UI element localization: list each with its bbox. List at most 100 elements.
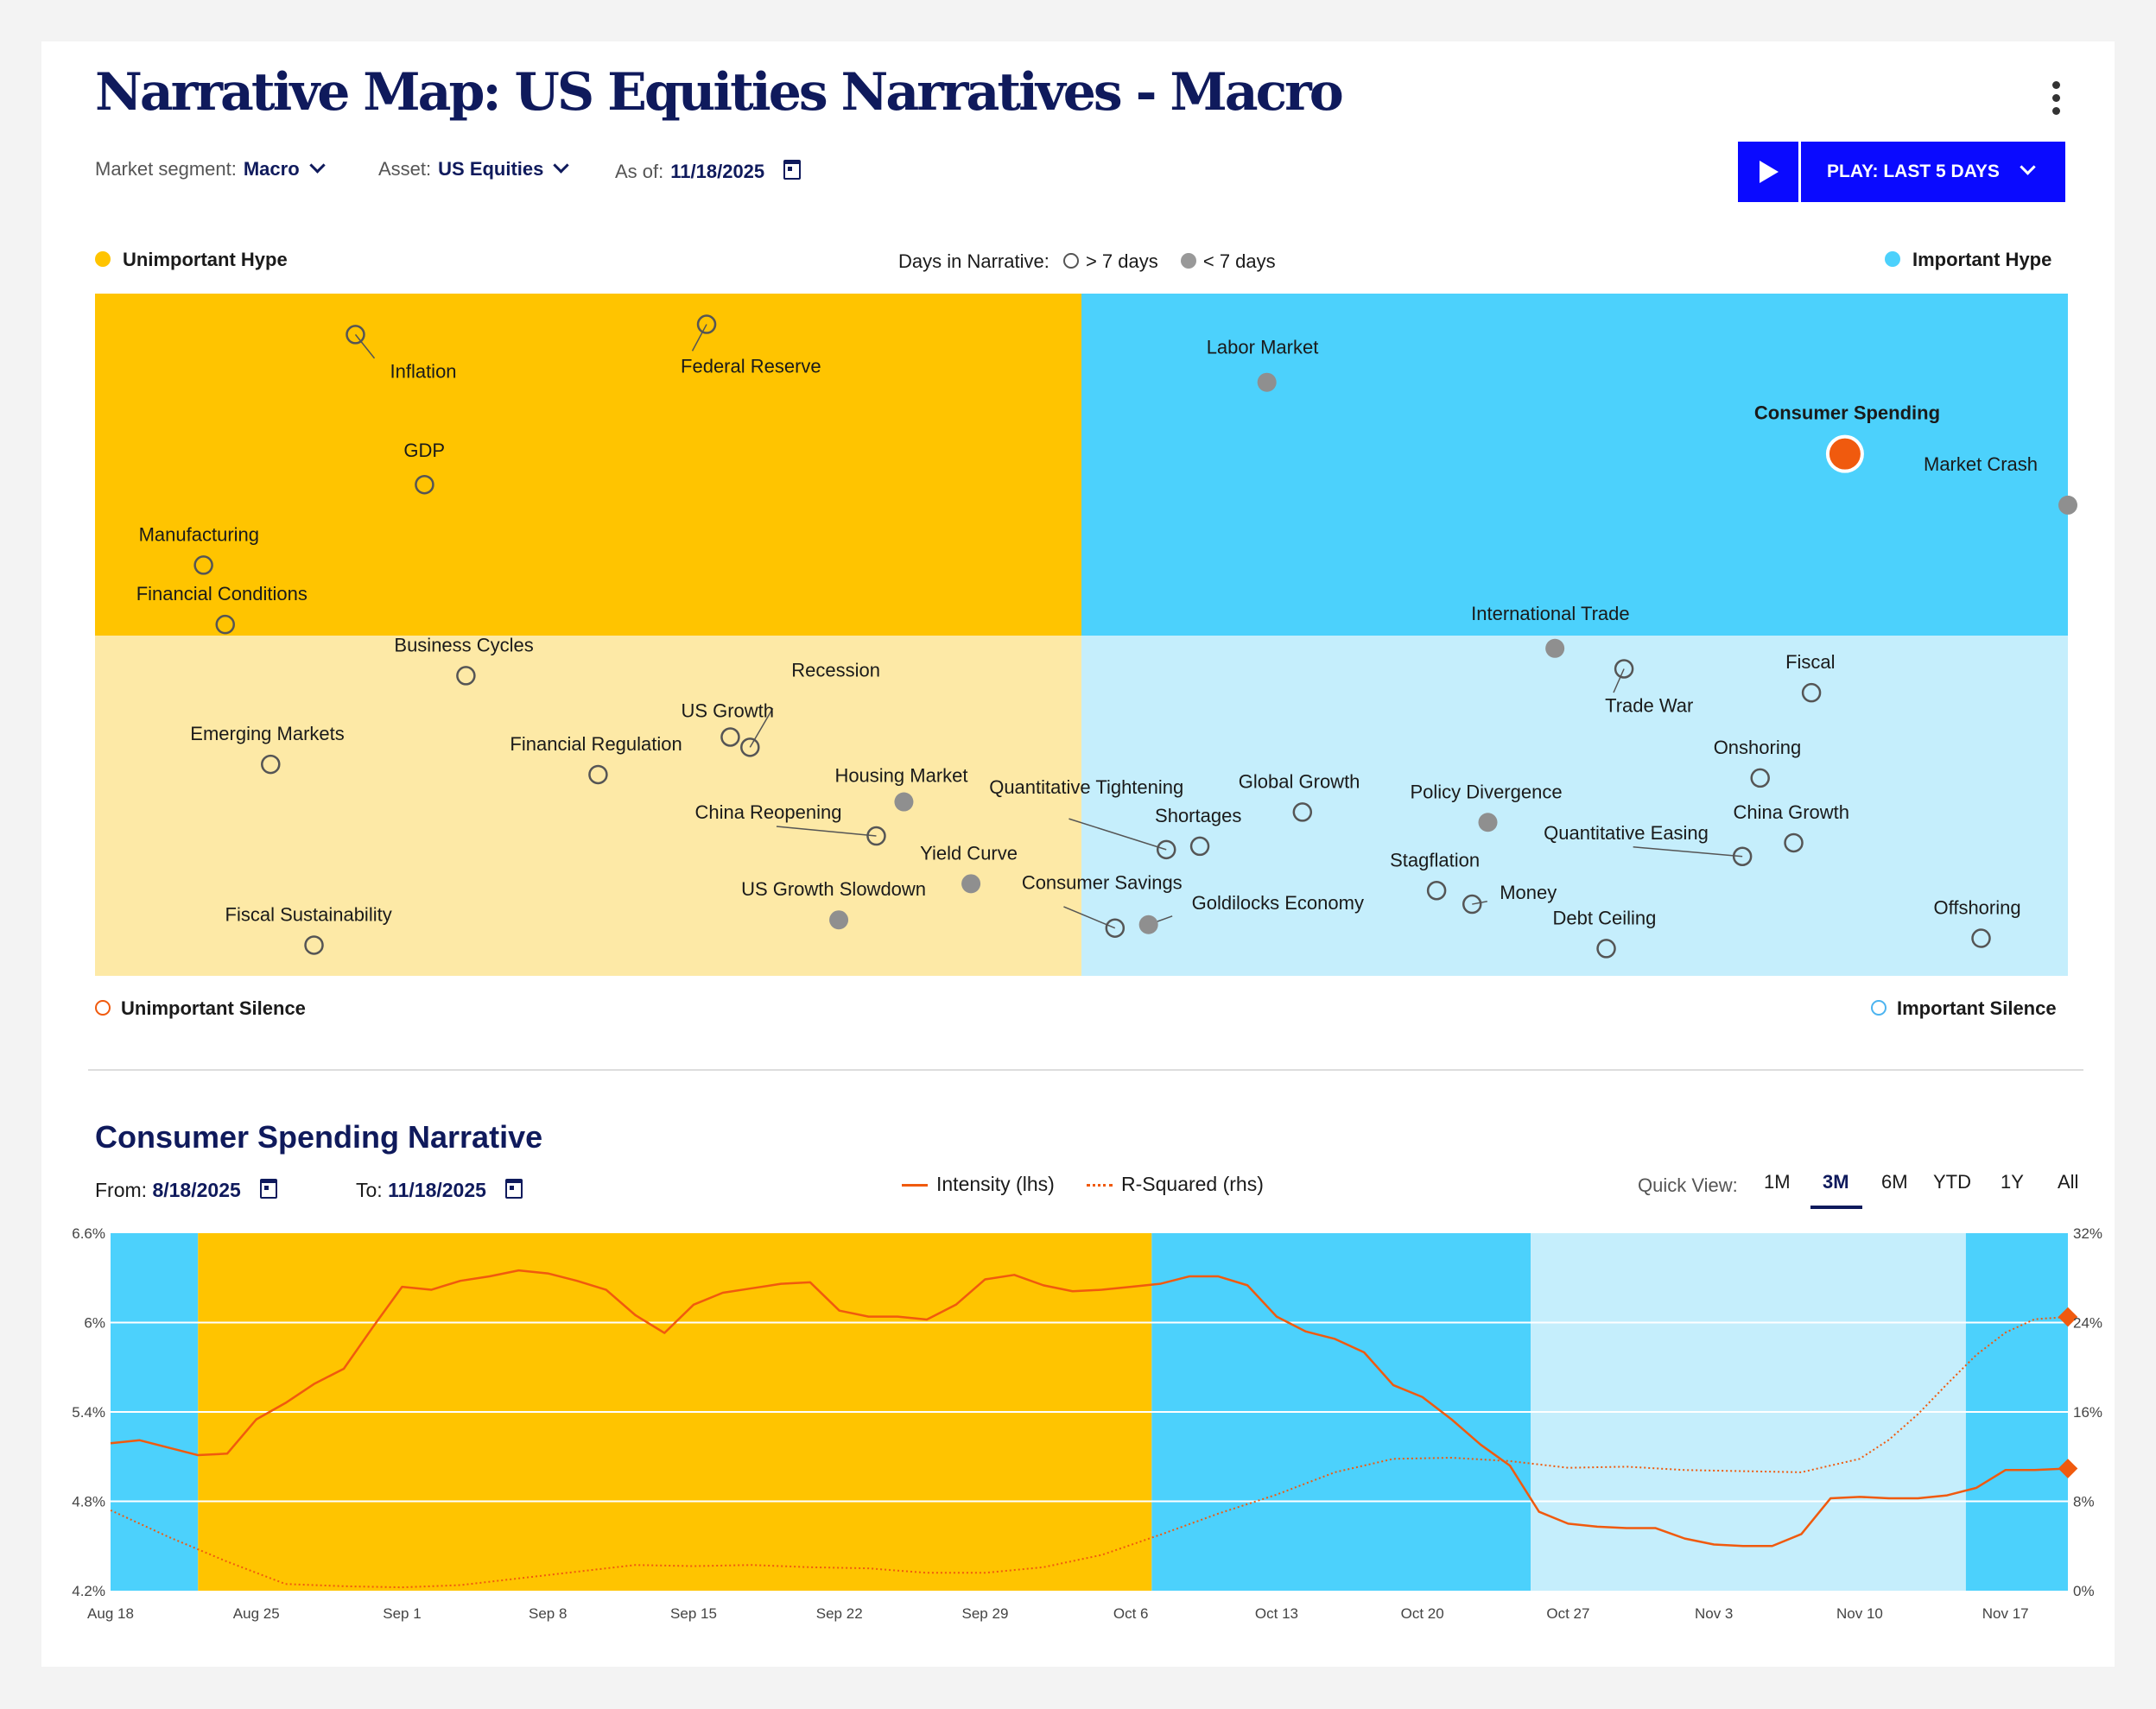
narrative-point[interactable] (1545, 638, 1565, 658)
narrative-label[interactable]: International Trade (1471, 603, 1629, 624)
narrative-point[interactable] (1971, 928, 1991, 948)
narrative-label[interactable]: Market Crash (1924, 453, 2038, 475)
narrative-point[interactable] (1189, 836, 1210, 857)
quick-view-1y[interactable]: 1Y (2001, 1171, 2024, 1193)
narrative-label[interactable]: Fiscal (1785, 651, 1835, 673)
narrative-label[interactable]: Quantitative Easing (1544, 822, 1709, 844)
play-button[interactable] (1738, 142, 1798, 202)
narrative-label[interactable]: Financial Regulation (510, 733, 682, 755)
narrative-label[interactable]: Quantitative Tightening (989, 776, 1183, 798)
narrative-label[interactable]: US Growth (681, 700, 774, 722)
narrative-point[interactable] (193, 555, 213, 575)
narrative-label[interactable]: Emerging Markets (190, 723, 345, 744)
narrative-point[interactable] (829, 910, 849, 930)
more-options-icon[interactable] (2045, 81, 2066, 124)
narrative-label[interactable]: Consumer Spending (1754, 402, 1940, 424)
narrative-label[interactable]: Labor Market (1207, 337, 1319, 358)
narrative-label[interactable]: Fiscal Sustainability (225, 903, 392, 925)
narrative-point[interactable] (1156, 839, 1176, 860)
narrative-point[interactable] (1138, 915, 1158, 934)
narrative-point[interactable] (261, 754, 281, 775)
narrative-point[interactable] (720, 727, 740, 747)
quadrant-unimportant-silence (95, 636, 1081, 976)
narrative-point[interactable] (1801, 682, 1822, 703)
quick-view-3m[interactable]: 3M (1823, 1171, 1849, 1193)
yellow-dot-icon (95, 251, 111, 268)
narrative-label[interactable]: US Growth Slowdown (741, 878, 926, 900)
narrative-label[interactable]: Trade War (1605, 695, 1693, 717)
segment-filter[interactable]: Market segment: Macro (95, 157, 326, 180)
narrative-label[interactable]: Consumer Savings (1022, 872, 1183, 894)
from-date[interactable]: From: 8/18/2025 (95, 1177, 277, 1202)
narrative-label[interactable]: Inflation (390, 360, 456, 382)
narrative-point[interactable] (1750, 768, 1770, 788)
narrative-point[interactable] (456, 666, 476, 686)
narrative-point[interactable] (961, 874, 981, 894)
narrative-point[interactable] (1462, 894, 1482, 915)
narrative-point[interactable] (1426, 881, 1447, 901)
narrative-point[interactable] (894, 792, 914, 812)
quick-view-all[interactable]: All (2058, 1171, 2079, 1193)
hollow-circle-icon (1062, 253, 1079, 269)
y-tick-left: 4.8% (72, 1494, 105, 1510)
y-tick-right: 32% (2073, 1225, 2102, 1242)
quick-view-ytd[interactable]: YTD (1933, 1171, 1971, 1193)
narrative-label[interactable]: Goldilocks Economy (1192, 892, 1364, 914)
calendar-icon[interactable] (783, 160, 802, 180)
quick-view-6m[interactable]: 6M (1881, 1171, 1908, 1193)
narrative-point[interactable] (1732, 846, 1753, 866)
narrative-label[interactable]: China Reopening (694, 801, 841, 823)
narrative-point[interactable] (1614, 659, 1634, 679)
narrative-point[interactable] (1596, 939, 1616, 959)
calendar-icon[interactable] (504, 1179, 523, 1199)
narrative-point[interactable] (346, 325, 365, 345)
narrative-label[interactable]: Stagflation (1390, 849, 1480, 870)
narrative-label[interactable]: Recession (791, 659, 880, 680)
narrative-label[interactable]: Housing Market (834, 765, 967, 787)
narrative-point[interactable] (1784, 832, 1804, 853)
series-label: R-Squared (rhs) (1121, 1173, 1264, 1195)
narrative-label[interactable]: China Growth (1734, 801, 1850, 823)
narrative-label[interactable]: Global Growth (1239, 770, 1360, 792)
narrative-point[interactable] (215, 614, 235, 635)
narrative-label[interactable]: Shortages (1155, 805, 1241, 826)
narrative-label[interactable]: Manufacturing (139, 523, 259, 545)
x-tick: Sep 15 (670, 1605, 717, 1622)
narrative-point[interactable] (866, 826, 886, 846)
narrative-point[interactable] (696, 314, 717, 334)
asset-value: US Equities (438, 158, 544, 180)
narrative-point[interactable] (2058, 495, 2077, 515)
asset-filter[interactable]: Asset: US Equities (378, 157, 570, 180)
narrative-label[interactable]: Offshoring (1934, 897, 2021, 919)
narrative-label[interactable]: GDP (403, 440, 445, 461)
y-tick-right: 8% (2073, 1494, 2095, 1510)
asof-filter[interactable]: As of: 11/18/2025 (615, 158, 802, 183)
narrative-label[interactable]: Policy Divergence (1411, 781, 1563, 802)
x-tick: Nov 10 (1836, 1605, 1883, 1622)
x-tick: Sep 8 (529, 1605, 567, 1622)
narrative-point[interactable] (1292, 802, 1313, 822)
blue-circle-icon (1871, 1000, 1886, 1016)
narrative-point[interactable] (740, 737, 760, 757)
narrative-point[interactable] (1257, 372, 1277, 392)
leader-line (354, 333, 376, 359)
narrative-point[interactable] (1478, 813, 1498, 832)
narrative-point[interactable] (415, 474, 434, 495)
narrative-label[interactable]: Debt Ceiling (1553, 907, 1657, 928)
narrative-label[interactable]: Onshoring (1714, 737, 1802, 758)
narrative-label[interactable]: Financial Conditions (136, 583, 308, 604)
narrative-label[interactable]: Yield Curve (920, 842, 1018, 864)
y-tick-right: 24% (2073, 1315, 2102, 1332)
narrative-point[interactable] (1105, 918, 1126, 938)
narrative-label[interactable]: Money (1500, 882, 1557, 903)
narrative-label[interactable]: Federal Reserve (681, 356, 821, 377)
quick-view-1m[interactable]: 1M (1764, 1171, 1791, 1193)
narrative-label[interactable]: Business Cycles (394, 634, 533, 655)
narrative-point[interactable] (304, 935, 324, 955)
to-date[interactable]: To: 11/18/2025 (356, 1177, 523, 1202)
narrative-point[interactable] (588, 764, 608, 785)
calendar-icon[interactable] (259, 1179, 277, 1199)
legend-label: Important Silence (1897, 997, 2057, 1019)
play-range-select[interactable]: PLAY: LAST 5 DAYS (1801, 142, 2065, 202)
narrative-point[interactable] (1825, 434, 1864, 473)
